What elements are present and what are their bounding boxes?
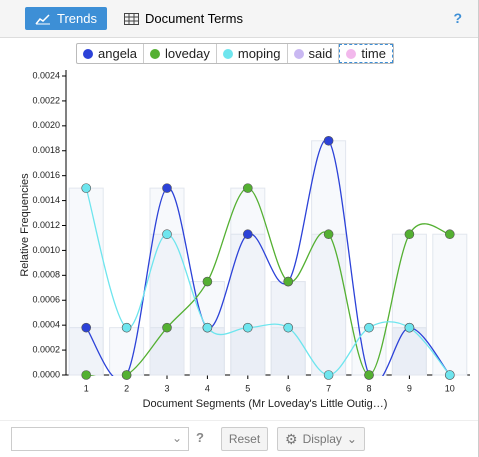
x-tick-label: 7 [326, 383, 331, 393]
legend-label: moping [237, 46, 281, 61]
data-point [243, 322, 253, 333]
x-tick-label: 10 [445, 383, 455, 393]
icon [124, 12, 139, 25]
bar [391, 233, 427, 376]
data-point [202, 322, 213, 333]
data-point [364, 322, 374, 333]
series-line [85, 139, 451, 376]
data-point [404, 322, 415, 333]
y-tick-label: 0.0000 [32, 369, 60, 379]
bar [391, 327, 427, 376]
y-tick-label: 0.0008 [32, 270, 60, 280]
data-point [162, 229, 172, 240]
y-tick-label: 0.0004 [32, 320, 60, 330]
data-point [444, 370, 455, 380]
legend-item[interactable]: said [288, 44, 340, 63]
legend-swatch [293, 48, 304, 59]
bar [432, 233, 468, 376]
legend-label: said [308, 46, 333, 61]
button-label: Display [302, 432, 342, 446]
x-tick-label: 5 [245, 383, 250, 393]
y-tick-label: 0.0010 [32, 245, 60, 255]
legend-label: angela [98, 46, 138, 61]
y-tick-label: 0.0018 [32, 145, 60, 155]
legend-swatch [83, 48, 93, 59]
data-point [323, 229, 334, 240]
bar [189, 327, 225, 376]
y-tick-label: 0.0020 [32, 120, 60, 130]
legend-swatch [346, 48, 357, 59]
bar [68, 187, 104, 376]
tab-bar: Trends Document Terms ? [0, 0, 478, 38]
x-axis-label: Document Segments (Mr Loveday's Little O… [143, 398, 388, 410]
data-point [243, 229, 253, 240]
tab-label: Document Terms [145, 11, 244, 26]
bar [391, 327, 427, 376]
data-point [243, 183, 253, 193]
data-point [162, 322, 172, 333]
y-tick-label: 0.0012 [32, 220, 60, 230]
bar [149, 233, 185, 376]
y-tick-label: 0.0022 [32, 95, 60, 105]
legend-swatch [222, 48, 233, 59]
legend-item[interactable]: time [339, 44, 393, 63]
x-tick-label: 6 [286, 383, 291, 393]
bar [109, 327, 145, 376]
bar [230, 327, 266, 376]
toolbar: ⌄ ? Reset ⚙ Display ⌄ [0, 420, 478, 457]
x-tick-label: 8 [366, 383, 371, 393]
tab-document-terms[interactable]: Document Terms [124, 7, 243, 30]
x-tick-label: 4 [205, 383, 210, 393]
help-button[interactable]: ? [196, 430, 204, 445]
data-point [81, 370, 91, 380]
data-point [444, 229, 455, 240]
term-combo[interactable]: ⌄ [11, 427, 189, 451]
bar [311, 233, 347, 376]
data-point [202, 276, 213, 287]
y-tick-label: 0.0006 [32, 295, 60, 305]
legend-item[interactable]: moping [217, 44, 288, 63]
help-button[interactable]: ? [453, 10, 462, 26]
x-tick-label: 2 [124, 383, 129, 393]
data-point [81, 183, 91, 193]
bar [149, 327, 185, 376]
reset-button[interactable]: Reset [221, 427, 268, 451]
tab-trends[interactable]: Trends [25, 7, 107, 30]
x-tick-label: 9 [407, 383, 412, 393]
data-point [283, 276, 294, 287]
y-tick-label: 0.0002 [32, 344, 60, 354]
data-point [283, 322, 294, 333]
data-point [323, 370, 334, 380]
bar [270, 327, 306, 376]
data-point [121, 370, 132, 380]
legend: angela loveday moping said time [76, 43, 394, 64]
chart: Relative Frequencies Document Segments (… [19, 70, 470, 410]
display-button[interactable]: ⚙ Display ⌄ [277, 427, 365, 451]
data-point [364, 370, 374, 380]
data-point [323, 135, 334, 146]
data-point [121, 322, 132, 333]
data-point [162, 183, 172, 193]
legend-swatch [150, 48, 161, 59]
legend-label: loveday [165, 46, 210, 61]
data-point [81, 322, 91, 333]
icon [35, 13, 50, 24]
y-tick-label: 0.0014 [32, 195, 60, 205]
button-label: Reset [228, 432, 261, 446]
y-tick-label: 0.0024 [32, 70, 60, 80]
tab-label: Trends [57, 11, 97, 26]
legend-item[interactable]: loveday [144, 44, 217, 63]
legend-label: time [361, 46, 386, 61]
x-tick-label: 1 [84, 383, 89, 393]
y-axis-label: Relative Frequencies [19, 173, 31, 277]
x-tick-label: 3 [164, 383, 169, 393]
data-point [404, 229, 415, 240]
legend-item[interactable]: angela [77, 44, 145, 63]
y-tick-label: 0.0016 [32, 170, 60, 180]
